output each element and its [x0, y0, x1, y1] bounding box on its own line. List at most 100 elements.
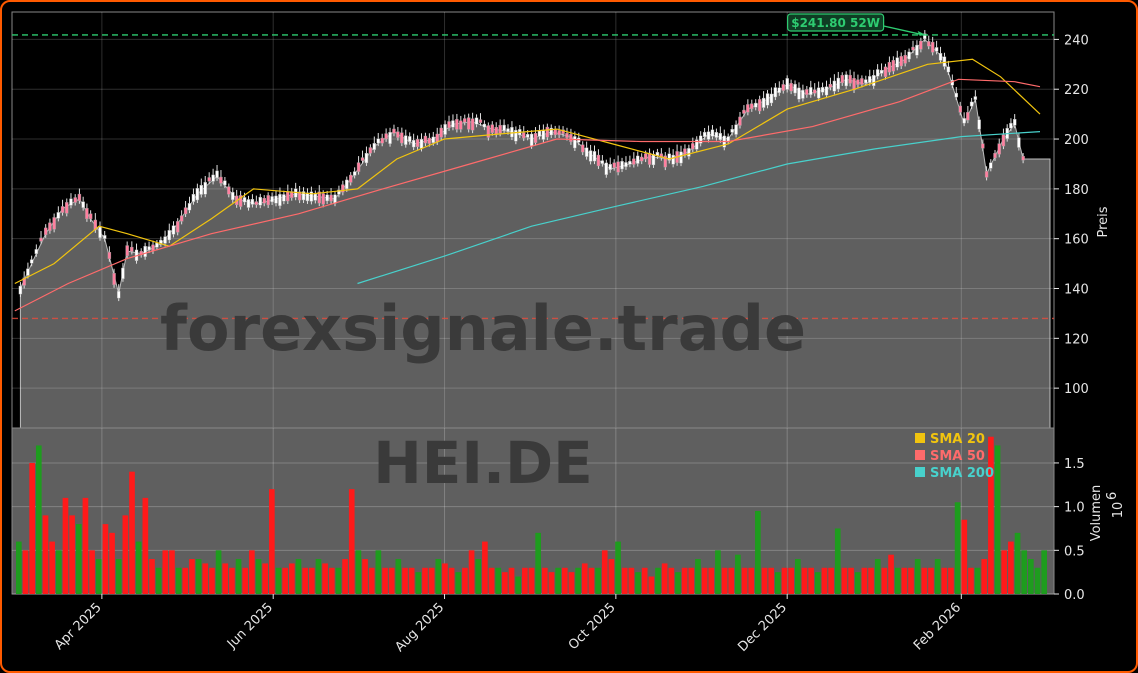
candle-body — [333, 194, 337, 204]
high-52w-annotation: $241.80 52W — [787, 13, 926, 36]
candle-body — [856, 79, 860, 85]
high-52w-label-box — [787, 13, 885, 32]
volume-bar — [315, 559, 322, 594]
volume-bar — [621, 567, 628, 594]
candle-body — [506, 128, 510, 132]
candle-body — [565, 132, 569, 138]
volume-bar — [675, 572, 681, 594]
volume-bar — [934, 559, 941, 594]
candle-body — [29, 259, 34, 264]
volume-bar — [502, 572, 508, 594]
volume-bar — [388, 567, 395, 594]
volume-bar — [448, 567, 455, 594]
volume-bar — [988, 436, 994, 594]
candle-body — [510, 127, 514, 138]
candle-body — [191, 193, 196, 202]
candle-body — [360, 157, 365, 161]
volume-bar — [302, 567, 308, 594]
volume-bar — [781, 567, 788, 594]
candle-body — [199, 185, 204, 195]
volume-bar — [874, 559, 881, 594]
volume-bar — [814, 572, 821, 594]
candle-body — [258, 197, 262, 206]
candle-body — [463, 118, 467, 123]
candle-body — [73, 197, 77, 203]
volume-bar — [701, 567, 708, 594]
candle-body — [604, 162, 609, 175]
legend-label: SMA 200 — [930, 466, 994, 481]
volume-bar — [1041, 550, 1048, 594]
candle-body — [39, 237, 43, 242]
volume-bar — [888, 554, 894, 594]
candle-body — [431, 136, 435, 144]
volume-bar — [668, 567, 675, 594]
candle-body — [502, 124, 506, 131]
candle-body — [301, 191, 306, 201]
volume-bar — [222, 563, 229, 594]
candle-body — [419, 139, 424, 149]
candle-body — [34, 249, 39, 255]
candle-body — [227, 186, 231, 195]
candle-body — [942, 56, 947, 67]
candle-body — [840, 75, 844, 84]
volume-bar — [135, 541, 142, 594]
candle-body — [525, 134, 530, 138]
volume-bar — [861, 567, 868, 594]
candle-body — [151, 244, 155, 252]
volume-tick-label: 1.5 — [1064, 457, 1085, 472]
candle-body — [297, 191, 302, 201]
volume-bar — [195, 559, 202, 594]
volume-bar — [95, 559, 102, 594]
volume-bar — [368, 567, 375, 594]
volume-bar — [462, 567, 468, 594]
candle-body — [427, 137, 432, 144]
candle-body — [176, 221, 180, 233]
candle-body — [60, 206, 65, 213]
volume-bar — [588, 567, 595, 594]
candle-body — [797, 87, 801, 100]
candle-body — [903, 54, 907, 64]
candle-body — [915, 44, 919, 56]
candle-body — [612, 162, 616, 168]
volume-bar — [908, 567, 914, 594]
candle-body — [923, 33, 927, 40]
candle-body — [816, 87, 821, 99]
candle-body — [415, 139, 420, 148]
price-tick-label: 220 — [1064, 83, 1089, 98]
candle-body — [765, 93, 770, 106]
volume-bar — [295, 559, 302, 594]
candle-body — [112, 272, 116, 285]
volume-bar — [322, 563, 328, 594]
price-tick-label: 240 — [1064, 33, 1089, 48]
candle-body — [553, 129, 557, 136]
candle-body — [545, 126, 550, 138]
volume-bar — [488, 567, 495, 594]
volume-bar — [848, 567, 854, 594]
candle-body — [754, 102, 758, 108]
candle-body — [459, 120, 463, 130]
candle-body — [231, 192, 235, 201]
candle-body — [278, 194, 282, 207]
candle-body — [102, 235, 107, 239]
candle-body — [211, 174, 215, 182]
volume-bar — [202, 563, 209, 594]
candle-body — [687, 148, 691, 157]
candle-body — [742, 109, 746, 114]
candle-body — [107, 252, 112, 259]
volume-bar — [841, 567, 848, 594]
volume-bar — [35, 445, 42, 594]
volume-bar — [182, 567, 189, 594]
volume-bar — [522, 567, 528, 594]
volume-bar — [49, 541, 55, 594]
volume-bar — [62, 497, 69, 594]
volume-bar — [348, 489, 355, 594]
candle-body — [820, 87, 825, 93]
candle-body — [907, 51, 911, 60]
candle-body — [973, 96, 978, 100]
volume-bar — [382, 567, 388, 594]
volume-bar — [422, 567, 428, 594]
volume-bar — [715, 550, 721, 594]
candle-body — [282, 194, 286, 202]
volume-bar — [801, 567, 808, 594]
candle-body — [832, 80, 837, 92]
